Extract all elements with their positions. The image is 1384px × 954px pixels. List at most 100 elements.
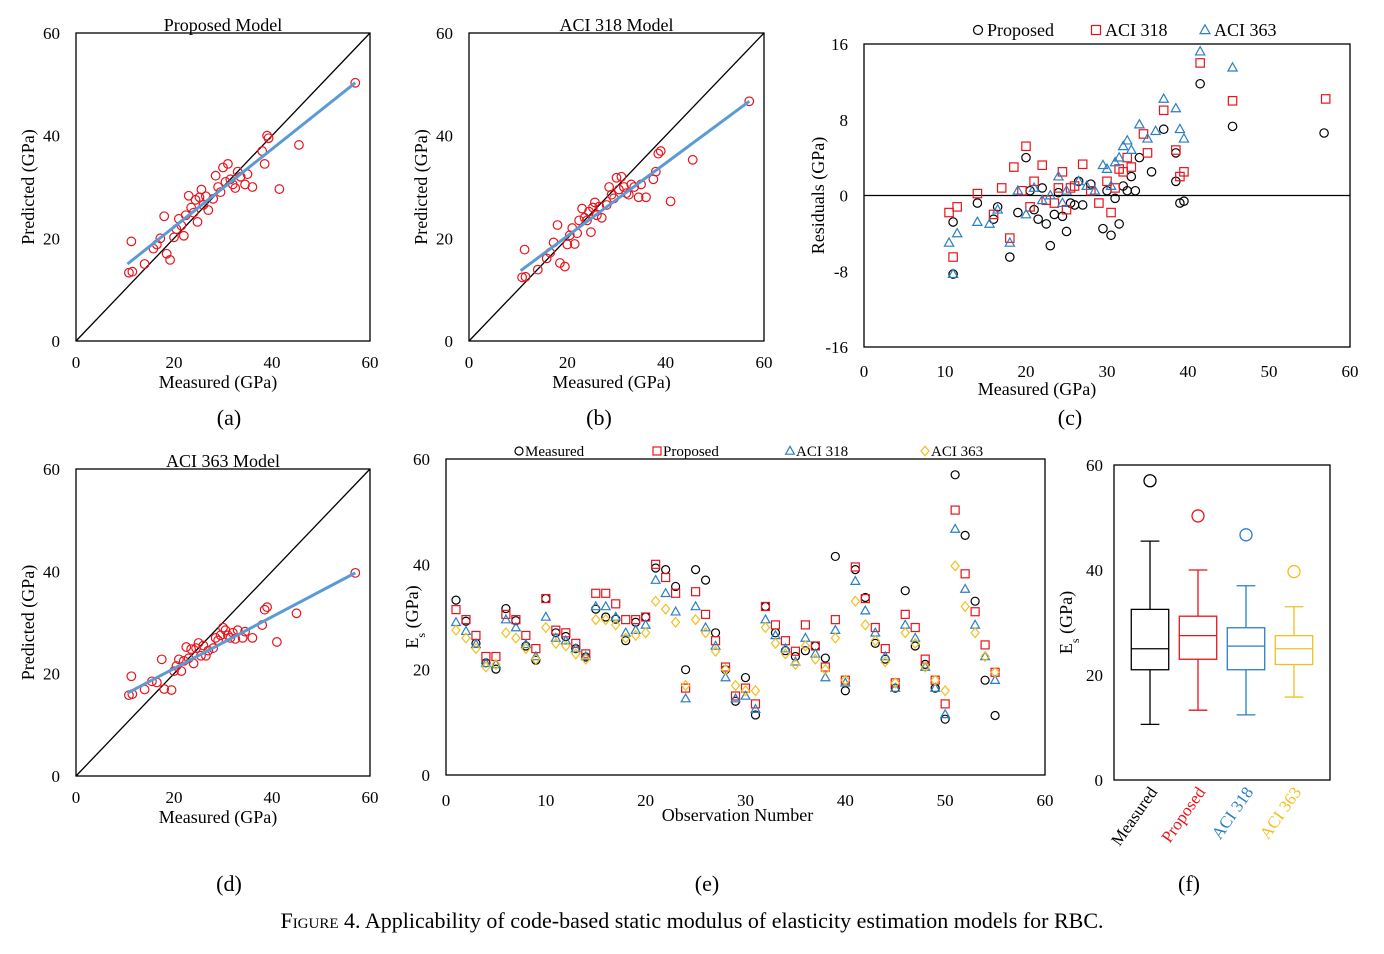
y-tick-label: 60 (43, 460, 60, 479)
box-outlier (1239, 528, 1253, 542)
data-point (188, 207, 199, 218)
data-point (263, 133, 274, 144)
data-point (621, 615, 631, 625)
category-label: Measured (1107, 783, 1161, 849)
data-point (491, 664, 501, 674)
data-point (660, 587, 672, 598)
x-tick-label: 60 (1342, 362, 1359, 381)
data-point (1179, 196, 1189, 206)
data-point (829, 624, 841, 634)
data-point (591, 210, 602, 221)
data-point (262, 130, 273, 141)
data-point (830, 551, 840, 562)
data-point (247, 182, 258, 192)
y-tick-label: 20 (436, 229, 453, 248)
data-point (501, 609, 511, 619)
box-body (1130, 608, 1170, 671)
chart-panel-e: 0 10 20 30 40 50 60 0 20 40 60 Observation Number Es… (402, 444, 1054, 896)
data-point (571, 638, 581, 648)
data-point (651, 559, 661, 569)
data-point (660, 603, 671, 615)
data-point (909, 632, 921, 642)
data-point (588, 202, 598, 213)
data-point (670, 616, 681, 629)
chart-panel-b: 0 20 40 60 0 20 40 60 ACI 318 Model Measured (GPa… (411, 15, 773, 430)
data-point (1061, 226, 1072, 237)
x-axis-label: Observation Number (662, 805, 813, 825)
data-point (1122, 152, 1133, 163)
x-tick-label: 40 (264, 353, 281, 372)
data-point (139, 259, 150, 269)
data-point (1021, 152, 1031, 163)
box-outlier (1191, 509, 1205, 523)
data-point (559, 261, 570, 272)
data-point (1012, 184, 1024, 195)
data-point (620, 626, 632, 637)
data-point (899, 619, 911, 629)
data-point (517, 272, 527, 283)
x-tick-label: 10 (537, 791, 554, 810)
data-point (671, 588, 681, 598)
chart-title: ACI 363 Model (166, 451, 280, 471)
data-point (574, 215, 585, 226)
box-measured: Measured (1107, 474, 1170, 849)
data-point (601, 612, 611, 622)
box-body (1274, 634, 1314, 666)
box-outlier (1287, 564, 1301, 579)
data-point (541, 593, 551, 604)
data-point (671, 581, 681, 592)
y-tick-label: 40 (43, 562, 60, 581)
chart-title: Proposed Model (164, 15, 283, 35)
data-point (1113, 151, 1125, 162)
data-point (780, 648, 791, 660)
data-point (633, 192, 644, 203)
data-point (665, 196, 676, 207)
box-outlier (1143, 474, 1157, 488)
data-point (186, 644, 197, 655)
data-point (1073, 175, 1085, 186)
data-point (126, 671, 137, 682)
reference-line (75, 468, 371, 777)
data-point (540, 611, 552, 621)
plot-frame (75, 32, 371, 342)
data-point (621, 636, 631, 646)
data-point (127, 266, 138, 277)
data-point (1105, 179, 1117, 190)
plot-frame (75, 468, 371, 777)
data-point (1171, 148, 1181, 158)
data-point (970, 627, 980, 639)
x-tick-label: 0 (72, 788, 81, 807)
data-point (960, 569, 970, 579)
data-point (126, 236, 137, 247)
data-point (972, 188, 983, 199)
data-point (970, 607, 980, 617)
data-point (501, 627, 511, 639)
data-point (949, 523, 961, 533)
figure-caption-text: Applicability of code-based static modul… (364, 908, 1104, 933)
data-point (661, 572, 671, 583)
data-point (983, 217, 996, 228)
x-tick-label: 20 (166, 788, 183, 807)
plot-frame (468, 32, 765, 342)
data-point (880, 656, 891, 668)
data-point (910, 641, 920, 651)
data-point (259, 604, 270, 615)
data-point (591, 588, 601, 598)
category-label: ACI 318 (1208, 783, 1257, 842)
x-tick-label: 60 (1037, 791, 1054, 810)
data-point (1149, 125, 1162, 136)
data-point (1029, 176, 1039, 187)
category-label: Proposed (1157, 783, 1209, 846)
data-point (860, 593, 870, 604)
data-point (600, 613, 611, 626)
y-tick-label: -8 (834, 262, 848, 281)
data-point (1320, 94, 1331, 104)
data-point (1004, 252, 1015, 262)
data-point (1141, 132, 1154, 143)
data-point (218, 622, 228, 633)
data-point (541, 593, 551, 604)
trend-line (519, 100, 751, 272)
x-tick-label: 0 (860, 362, 869, 381)
data-point (910, 637, 920, 650)
